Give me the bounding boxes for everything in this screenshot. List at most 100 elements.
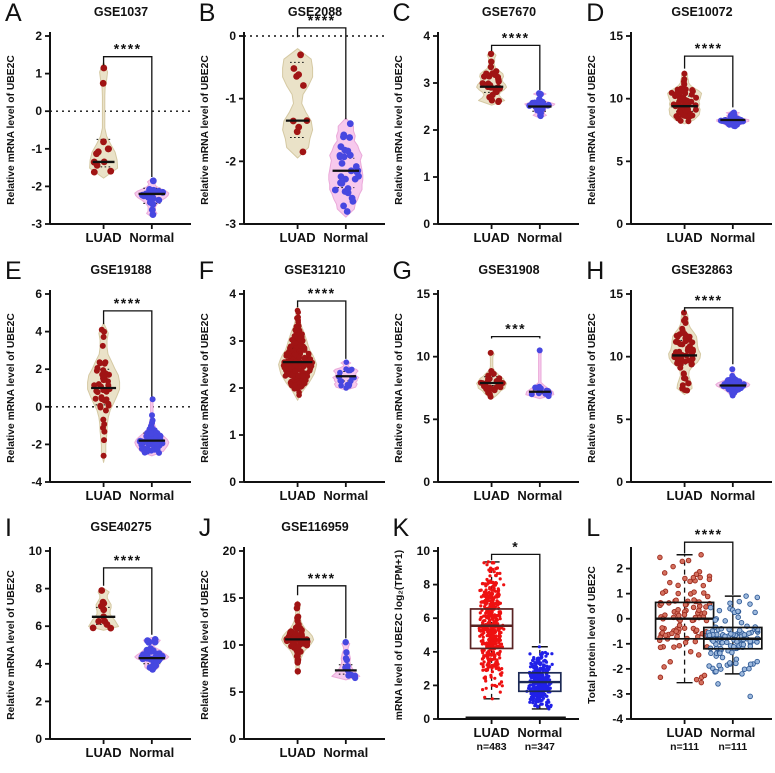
- group-luad: [281, 48, 313, 159]
- y-tick-label: -1: [31, 142, 42, 156]
- x-tick-label: Normal: [323, 230, 368, 245]
- significance-bracket: [684, 541, 734, 596]
- x-tick-label: Normal: [517, 725, 562, 740]
- y-axis-label: Relative mRNA level of UBE2C: [394, 55, 405, 205]
- group-normal: [513, 645, 566, 720]
- y-tick-label: 0: [617, 612, 624, 626]
- panel-chart: GSE10072 Relative mRNA level of UBE2C ****…: [587, 5, 773, 245]
- y-tick-label: 8: [35, 582, 42, 596]
- group-luad: [667, 70, 703, 125]
- panel-A: A GSE1037 Relative mRNA level of UBE2C ****…: [0, 0, 194, 258]
- y-tick-label: 10: [416, 544, 430, 558]
- panel-letter: D: [586, 0, 605, 27]
- panel-chart: GSE31210 Relative mRNA level of UBE2C ****…: [200, 263, 385, 503]
- y-tick-label: 0: [423, 712, 430, 726]
- y-tick-label: -4: [31, 475, 42, 489]
- group-luad: [668, 307, 702, 395]
- significance-bracket: [102, 56, 153, 177]
- significance-bracket: [296, 585, 347, 639]
- y-tick-label: -2: [225, 154, 236, 168]
- axes: 0 5 10 15 LUAD Normal: [610, 29, 773, 245]
- x-tick-label: Normal: [711, 230, 756, 245]
- x-tick-label: Normal: [711, 725, 756, 740]
- group-normal: [703, 593, 763, 700]
- significance-bracket: [490, 44, 540, 90]
- x-tick-label: Normal: [129, 745, 174, 760]
- data-points-luad: [289, 51, 311, 156]
- group-normal: [134, 177, 170, 219]
- x-tick-label: LUAD: [86, 230, 122, 245]
- group-normal: [715, 365, 751, 399]
- panel-title: GSE1037: [94, 5, 148, 19]
- panel-chart: mRNA level of UBE2C log₂(TPM+1) * 0 2 4 6 8 10 L…: [394, 539, 579, 753]
- y-tick-label: 2: [35, 29, 42, 43]
- y-tick-label: -2: [31, 437, 42, 451]
- y-axis-label: Relative mRNA level of UBE2C: [587, 55, 598, 205]
- y-tick-label: 2: [35, 695, 42, 709]
- axes: 0 5 10 15 20 LUAD Normal: [222, 544, 385, 760]
- significance-stars: ****: [695, 526, 723, 542]
- significance-stars: ****: [308, 285, 336, 301]
- group-luad: [475, 50, 507, 106]
- significance-bracket: [684, 55, 734, 108]
- significance-stars: ****: [501, 29, 529, 45]
- y-tick-label: 8: [423, 578, 430, 592]
- significance-bracket: [684, 306, 734, 364]
- group-normal: [524, 346, 554, 399]
- panel-I: I GSE40275 Relative mRNA level of UBE2C ***…: [0, 515, 194, 773]
- panel-letter: A: [5, 0, 22, 27]
- group-normal: [332, 358, 360, 391]
- x-tick-label: Normal: [129, 230, 174, 245]
- y-tick-label: 3: [229, 334, 236, 348]
- sample-size-label: n=111: [670, 741, 699, 753]
- panel-J: J GSE116959 Relative mRNA level of UBE2C **…: [194, 515, 388, 773]
- panel-letter: B: [198, 0, 216, 27]
- y-tick-label: 6: [423, 611, 430, 625]
- sample-size-label: n=347: [524, 741, 554, 753]
- y-tick-label: 0: [423, 217, 430, 231]
- group-normal: [134, 636, 170, 673]
- data-points-luad: [90, 64, 115, 176]
- box: [469, 608, 513, 650]
- group-normal: [523, 90, 555, 120]
- axes: 0 1 2 3 4 LUAD Normal: [423, 29, 579, 245]
- x-tick-label: LUAD: [86, 488, 122, 503]
- panel-letter: L: [586, 514, 601, 543]
- y-axis-label: Relative mRNA level of UBE2C: [6, 55, 17, 205]
- y-tick-label: 4: [35, 657, 42, 671]
- y-tick-label: 1: [35, 67, 42, 81]
- y-tick-label: 4: [35, 324, 42, 338]
- x-tick-label: Normal: [711, 488, 756, 503]
- data-points-normal: [524, 645, 554, 711]
- y-tick-label: 1: [229, 428, 236, 442]
- y-axis-label: Relative mRNA level of UBE2C: [200, 570, 211, 720]
- x-tick-label: LUAD: [279, 745, 315, 760]
- panel-title: GSE31908: [478, 263, 539, 277]
- data-points-luad: [477, 560, 505, 701]
- y-tick-label: 3: [423, 76, 430, 90]
- group-luad: [87, 322, 121, 463]
- significance-stars: *: [512, 539, 519, 555]
- y-tick-label: -1: [225, 92, 236, 106]
- y-axis-label: Relative mRNA level of UBE2C: [200, 312, 211, 462]
- group-luad: [89, 61, 119, 179]
- y-tick-label: -2: [613, 662, 624, 676]
- panel-B: B GSE2088 Relative mRNA level of UBE2C ****…: [194, 0, 388, 258]
- y-tick-label: 5: [617, 412, 624, 426]
- x-tick-label: LUAD: [279, 230, 315, 245]
- y-tick-label: 0: [229, 29, 236, 43]
- panel-letter: I: [5, 514, 12, 543]
- x-tick-label: Normal: [323, 488, 368, 503]
- group-luad: [465, 560, 518, 720]
- y-tick-label: -4: [613, 712, 624, 726]
- y-axis-label: Relative mRNA level of UBE2C: [200, 55, 211, 205]
- y-axis-label: Relative mRNA level of UBE2C: [587, 312, 598, 462]
- group-luad: [280, 600, 314, 676]
- y-tick-label: 4: [423, 29, 430, 43]
- panel-letter: J: [198, 514, 212, 543]
- panel-D: D GSE10072 Relative mRNA level of UBE2C ***…: [581, 0, 775, 258]
- sample-size-label: n=483: [476, 741, 506, 753]
- axes: -3 -2 -1 0 1 2 LUAD Normal: [31, 29, 191, 245]
